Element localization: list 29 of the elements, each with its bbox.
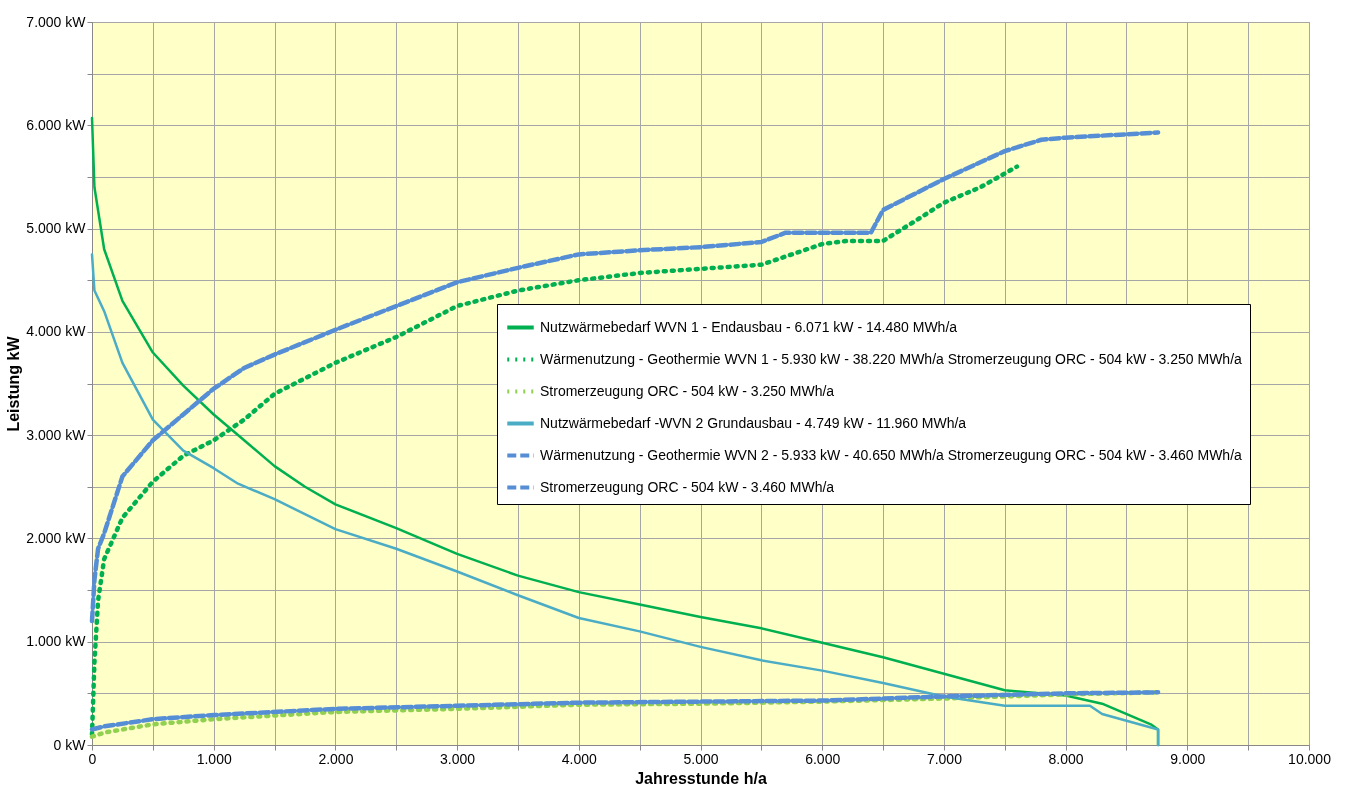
legend-label: Nutzwärmebedarf WVN 1 - Endausbau - 6.071 kW - 14.480 MWh/a	[540, 318, 958, 335]
y-tick-label: 5.000 kW	[26, 220, 87, 237]
y-tick-label: 1.000 kW	[26, 633, 87, 650]
legend-label: Wärmenutzung - Geothermie WVN 1 - 5.930 kW - 38.220 MWh/a Stromerzeugung ORC - 504 kW - 3.250 MWh/a	[540, 350, 1243, 367]
y-tick-label: 4.000 kW	[26, 323, 87, 340]
x-tick-label: 8.000	[1048, 750, 1084, 767]
x-tick-label: 10.000	[1288, 750, 1332, 767]
x-tick-label: 3.000	[440, 750, 476, 767]
y-axis-title: Leistung kW	[5, 335, 23, 432]
line-series	[89, 130, 1161, 624]
x-tick-label: 4.000	[561, 750, 598, 767]
line-series	[90, 253, 1160, 747]
legend-label: Stromerzeugung ORC - 504 kW - 3.250 MWh/a	[540, 382, 835, 399]
x-tick-label: 6.000	[805, 750, 841, 767]
x-tick-label: 7.000	[926, 750, 963, 767]
x-axis-title: Jahresstunde h/a	[635, 769, 767, 787]
legend-label: Wärmenutzung - Geothermie WVN 2 - 5.933 kW - 40.650 MWh/a Stromerzeugung ORC - 504 kW - 3.460 MWh/a	[540, 446, 1243, 463]
y-tick-label: 2.000 kW	[26, 529, 87, 546]
y-tick-label: 7.000 kW	[26, 13, 87, 30]
y-tick-label: 6.000 kW	[26, 116, 87, 133]
x-tick-label: 5.000	[683, 750, 719, 767]
x-tick-label: 9.000	[1170, 750, 1206, 767]
y-tick-label: 3.000 kW	[26, 426, 87, 443]
x-tick-label: 2.000	[318, 750, 354, 767]
legend-label: Nutzwärmebedarf -WVN 2 Grundausbau - 4.749 kW - 11.960 MWh/a	[540, 414, 967, 431]
legend-label: Stromerzeugung ORC - 504 kW - 3.460 MWh/a	[540, 478, 835, 495]
x-tick-label: 1.000	[196, 750, 232, 767]
x-tick-label: 0	[88, 750, 97, 767]
y-tick-label: 0 kW	[53, 736, 87, 753]
